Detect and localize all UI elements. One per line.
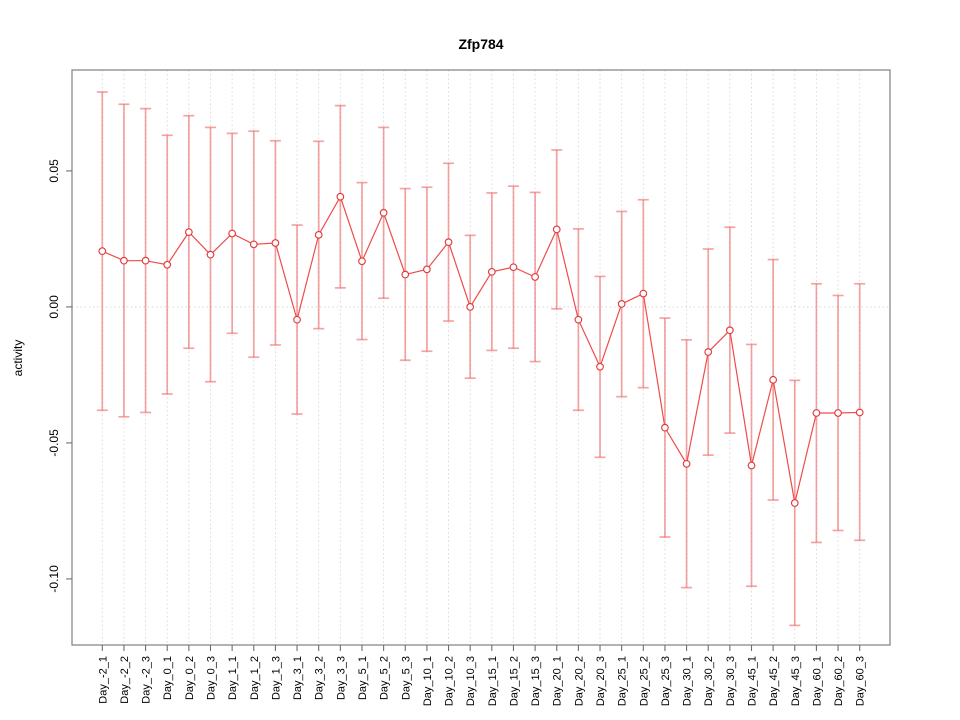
x-tick-label: Day_3_1 [292, 656, 304, 700]
data-point [574, 315, 583, 324]
x-tick-label: Day_30_1 [682, 656, 694, 706]
x-axis-labels: Day_-2_1 Day_-2_2 Day_-2_3 Day_0_1 Day_0_2 Da… [97, 656, 866, 706]
data-point [639, 289, 648, 298]
y-axis-title: activity [11, 340, 25, 377]
x-tick-label: Day_15_2 [508, 656, 520, 706]
data-point [358, 257, 366, 266]
x-tick-label: Day_45_2 [768, 656, 780, 706]
data-point [314, 230, 323, 239]
x-tick-label: Day_25_1 [617, 656, 629, 706]
data-point [812, 409, 821, 417]
x-tick-label: Day_20_3 [595, 656, 607, 706]
x-tick-label: Day_3_3 [335, 656, 347, 700]
x-tick-label: Day_-2_2 [119, 656, 131, 704]
data-point [790, 499, 799, 507]
x-tick-label: Day_-2_3 [141, 656, 153, 704]
x-tick-label: Day_60_1 [811, 656, 823, 706]
data-point [98, 247, 107, 256]
data-point [379, 208, 388, 217]
data-point [509, 263, 518, 272]
x-tick-label: Day_1_1 [227, 656, 239, 700]
x-tick-label: Day_15_3 [530, 656, 542, 706]
x-tick-label: Day_3_2 [314, 656, 326, 700]
data-point [661, 423, 669, 432]
data-point [531, 273, 539, 281]
x-tick-label: Day_0_3 [205, 656, 217, 700]
data-point [682, 459, 691, 468]
x-tick-label: Day_10_3 [465, 656, 477, 706]
data-point [704, 348, 713, 356]
data-point [487, 267, 496, 276]
x-tick-label: Day_10_1 [422, 656, 434, 706]
data-point [552, 225, 561, 234]
x-tick-label: Day_1_3 [270, 656, 282, 700]
x-tick-label: Day_10_2 [444, 656, 456, 706]
data-point [336, 192, 345, 201]
data-point [120, 256, 128, 265]
series-polyline [102, 195, 860, 504]
data-point [184, 228, 193, 236]
plot-frame [71, 69, 891, 646]
data-point [293, 315, 301, 324]
x-tick-label: Day_25_3 [660, 656, 672, 706]
data-point [271, 239, 280, 247]
data-point [769, 375, 778, 384]
x-tick-label: Day_45_1 [747, 656, 759, 706]
x-tick-label: Day_15_1 [487, 656, 499, 706]
y-tick-label: 0.05 [47, 159, 61, 183]
error-bars [96, 91, 866, 627]
x-tick-label: Day_5_1 [357, 656, 369, 700]
y-axis-tick-labels: 0.05 0.00 -0.05 -0.10 [47, 159, 61, 593]
data-point [444, 238, 453, 247]
x-tick-label: Day_20_1 [552, 656, 564, 706]
data-point [163, 260, 172, 269]
x-axis-ticks [101, 645, 861, 651]
x-tick-label: Day_-2_1 [97, 656, 109, 704]
data-points [98, 192, 864, 507]
y-tick-label: -0.10 [47, 565, 61, 593]
y-tick-label: -0.05 [47, 429, 61, 457]
data-point [834, 409, 842, 417]
x-tick-label: Day_0_2 [184, 656, 196, 700]
data-point [401, 270, 410, 279]
series-line [102, 195, 860, 504]
x-tick-label: Day_5_3 [400, 656, 412, 700]
chart-title: Zfp784 [458, 36, 503, 52]
x-tick-label: Day_0_1 [162, 656, 174, 700]
x-tick-label: Day_1_2 [249, 656, 261, 700]
x-tick-label: Day_20_2 [573, 656, 585, 706]
data-point [725, 326, 734, 335]
data-point [747, 461, 756, 470]
data-point [855, 408, 864, 417]
y-tick-label: 0.00 [47, 295, 61, 319]
x-tick-label: Day_25_2 [638, 656, 650, 706]
data-point [466, 303, 475, 311]
x-tick-label: Day_45_3 [790, 656, 802, 706]
data-point [249, 240, 258, 249]
data-point [617, 300, 626, 308]
data-point [206, 250, 215, 259]
data-point [596, 362, 604, 371]
data-point [228, 229, 237, 238]
x-tick-label: Day_60_2 [833, 656, 845, 706]
x-tick-label: Day_5_2 [379, 656, 391, 700]
data-point [423, 265, 431, 274]
x-tick-label: Day_30_3 [725, 656, 737, 706]
x-tick-label: Day_60_3 [855, 656, 867, 706]
y-axis-ticks [66, 170, 72, 580]
data-point [141, 256, 150, 265]
x-tick-label: Day_30_2 [703, 656, 715, 706]
vertical-gridlines [101, 70, 861, 645]
